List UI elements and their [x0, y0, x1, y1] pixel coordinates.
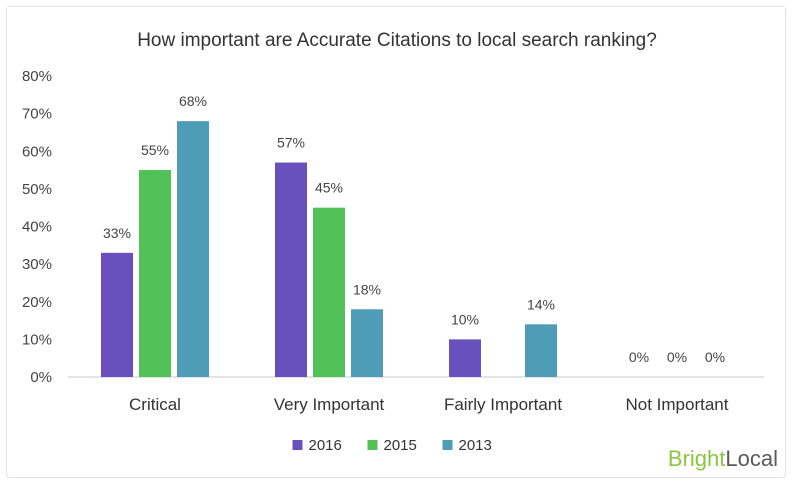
- logo-local: Local: [725, 446, 778, 471]
- data-label: 10%: [451, 311, 479, 327]
- data-label: 14%: [527, 296, 555, 312]
- category-labels: Critical Very Important Fairly Important No…: [129, 395, 729, 414]
- data-label: 33%: [103, 225, 131, 241]
- legend-label: 2016: [309, 437, 342, 454]
- legend-swatch-2015: [367, 440, 378, 450]
- bar-2016: [101, 252, 133, 377]
- data-label: 0%: [629, 349, 649, 365]
- y-tick-label: 0%: [30, 369, 52, 386]
- bar-2015: [313, 207, 345, 377]
- data-label: 0%: [667, 349, 687, 365]
- data-label: 55%: [141, 142, 169, 158]
- category-label: Critical: [129, 395, 181, 414]
- y-tick-label: 80%: [22, 68, 52, 85]
- data-label: 57%: [277, 135, 305, 151]
- data-label: 0%: [705, 349, 725, 365]
- data-label: 45%: [315, 180, 343, 196]
- bar-2013: [177, 121, 209, 378]
- category-label: Not Important: [626, 395, 729, 414]
- logo-bright: Bright: [668, 446, 725, 471]
- legend: 2016 2015 2013: [292, 437, 492, 454]
- legend-label: 2015: [384, 437, 417, 454]
- y-tick-label: 30%: [22, 256, 52, 273]
- chart-title: How important are Accurate Citations to …: [137, 30, 657, 51]
- data-labels-group: 33% 55% 68% 57% 45% 18% 10% 14% 0% 0% 0%: [103, 93, 725, 365]
- y-tick-label: 60%: [22, 143, 52, 160]
- bar-2016: [449, 339, 481, 377]
- legend-swatch-2016: [292, 440, 303, 450]
- y-axis-ticks: 0% 10% 20% 30% 40% 50% 60% 70% 80%: [22, 68, 52, 386]
- y-tick-label: 40%: [22, 219, 52, 236]
- bars-group: [101, 121, 557, 378]
- legend-swatch-2013: [442, 440, 453, 450]
- bar-2015: [139, 170, 171, 377]
- legend-label: 2013: [459, 437, 492, 454]
- data-label: 18%: [353, 281, 381, 297]
- category-label: Very Important: [274, 395, 385, 414]
- bar-2016: [275, 162, 307, 377]
- bar-2013: [525, 324, 557, 377]
- category-label: Fairly Important: [444, 395, 562, 414]
- brightlocal-logo: BrightLocal: [668, 446, 778, 471]
- y-tick-label: 20%: [22, 294, 52, 311]
- bar-2013: [351, 309, 383, 377]
- data-label: 68%: [179, 93, 207, 109]
- y-tick-label: 50%: [22, 181, 52, 198]
- y-tick-label: 70%: [22, 106, 52, 123]
- chart-frame: [6, 6, 786, 478]
- y-tick-label: 10%: [22, 331, 52, 348]
